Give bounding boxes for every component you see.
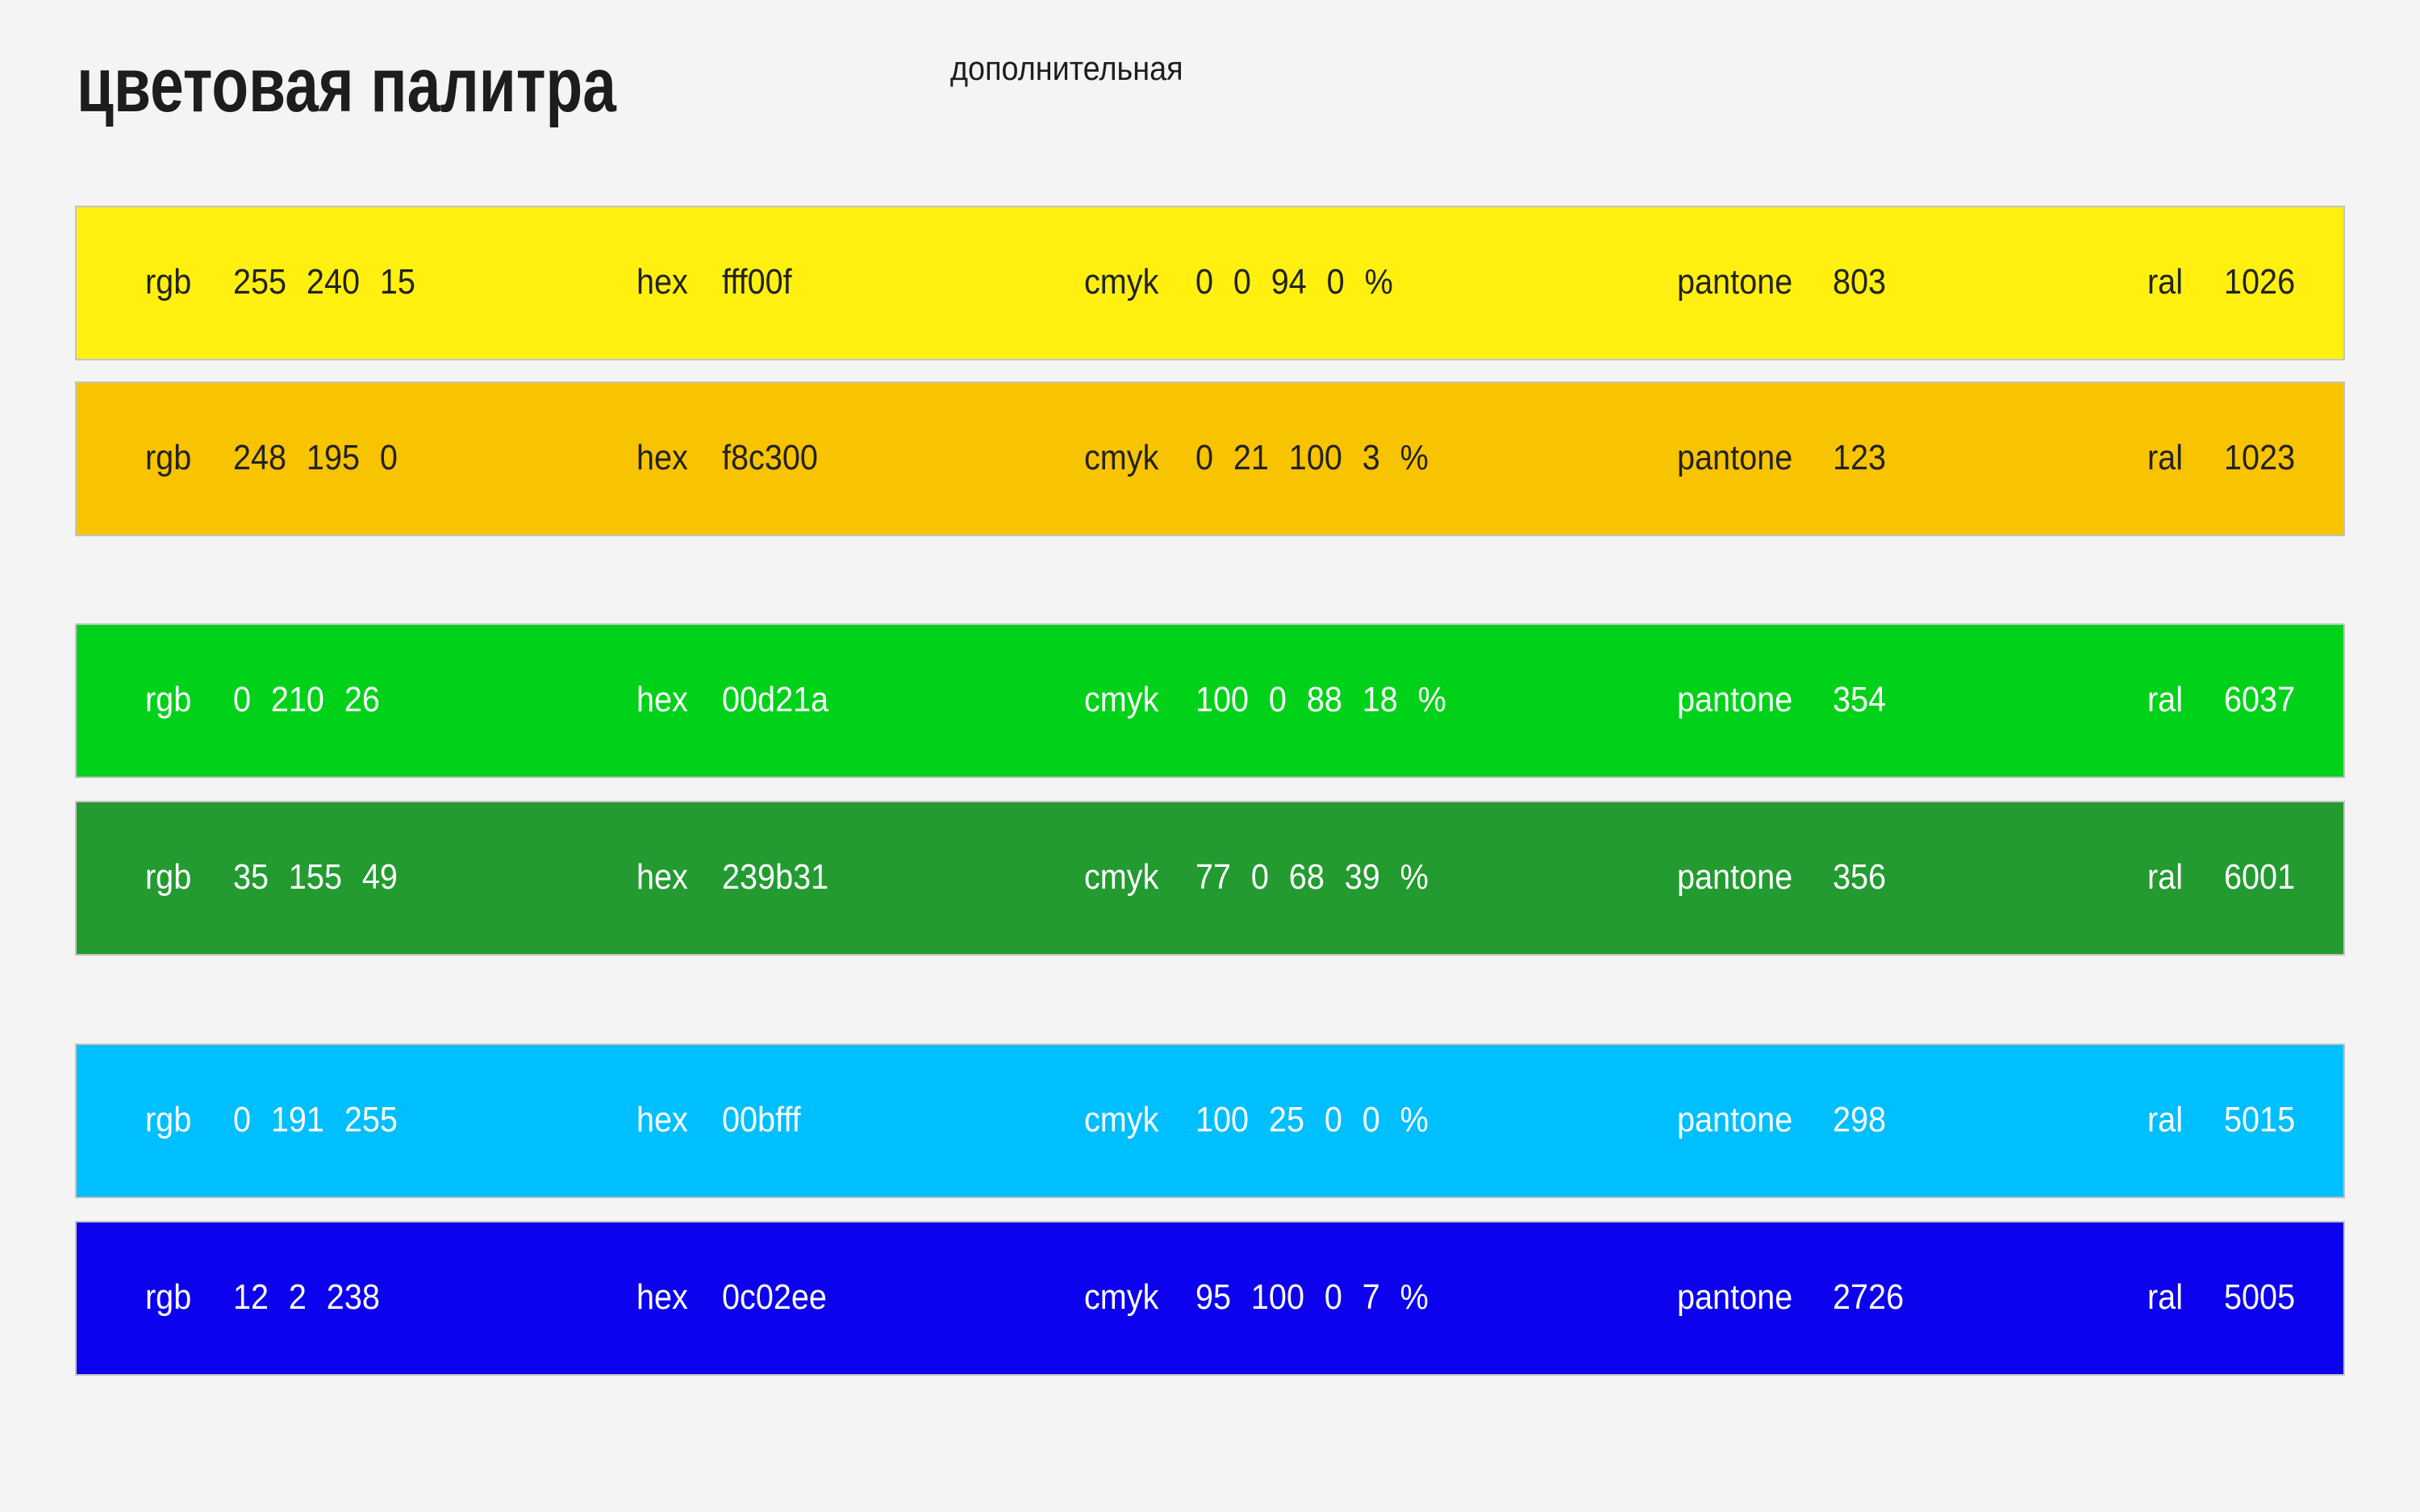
ral-label: ral <box>2147 1100 2184 1140</box>
cmyk-label: cmyk <box>1084 262 1159 302</box>
cmyk-value: 77 0 68 39 % <box>1195 857 1429 898</box>
rgb-label: rgb <box>145 262 192 302</box>
rgb-value: 255 240 15 <box>233 262 415 302</box>
hex-label: hex <box>636 262 688 302</box>
pantone-value: 356 <box>1833 857 1887 898</box>
cmyk-value: 0 0 94 0 % <box>1195 262 1393 302</box>
hex-value: fff00f <box>722 262 792 302</box>
rgb-label: rgb <box>145 857 192 898</box>
rgb-label: rgb <box>145 680 192 720</box>
pantone-label: pantone <box>1677 1100 1793 1140</box>
pantone-value: 123 <box>1833 438 1887 478</box>
pantone-label: pantone <box>1677 262 1793 302</box>
color-swatch-row: rgb 0 191 255 hex 00bfff cmyk 100 25 0 0… <box>75 1043 2345 1198</box>
hex-label: hex <box>636 1277 688 1318</box>
ral-value: 6001 <box>2224 857 2296 898</box>
hex-value: 00d21a <box>722 680 829 720</box>
ral-label: ral <box>2147 1277 2184 1318</box>
color-swatch-row: rgb 35 155 49 hex 239b31 cmyk 77 0 68 39… <box>75 801 2345 956</box>
rgb-value: 12 2 238 <box>233 1277 380 1318</box>
rgb-value: 35 155 49 <box>233 857 398 898</box>
rgb-label: rgb <box>145 1277 192 1318</box>
page-title: цветовая палитра <box>77 42 616 128</box>
color-swatch-row: rgb 248 195 0 hex f8c300 cmyk 0 21 100 3… <box>75 381 2345 536</box>
cmyk-value: 100 0 88 18 % <box>1195 680 1446 720</box>
ral-value: 5015 <box>2224 1100 2296 1140</box>
cmyk-label: cmyk <box>1084 680 1159 720</box>
pantone-value: 2726 <box>1833 1277 1905 1318</box>
ral-value: 1026 <box>2224 262 2296 302</box>
ral-label: ral <box>2147 262 2184 302</box>
pantone-value: 298 <box>1833 1100 1887 1140</box>
pantone-label: pantone <box>1677 1277 1793 1318</box>
rgb-value: 0 210 26 <box>233 680 380 720</box>
hex-value: f8c300 <box>722 438 818 478</box>
hex-value: 00bfff <box>722 1100 801 1140</box>
hex-label: hex <box>636 438 688 478</box>
pantone-label: pantone <box>1677 438 1793 478</box>
ral-value: 5005 <box>2224 1277 2296 1318</box>
ral-label: ral <box>2147 857 2184 898</box>
cmyk-label: cmyk <box>1084 438 1159 478</box>
cmyk-label: cmyk <box>1084 1100 1159 1140</box>
hex-label: hex <box>636 1100 688 1140</box>
hex-value: 239b31 <box>722 857 829 898</box>
ral-label: ral <box>2147 680 2184 720</box>
rgb-label: rgb <box>145 438 192 478</box>
page-subtitle: дополнительная <box>950 49 1183 87</box>
ral-value: 1023 <box>2224 438 2296 478</box>
pantone-value: 354 <box>1833 680 1887 720</box>
color-swatch-row: rgb 0 210 26 hex 00d21a cmyk 100 0 88 18… <box>75 623 2345 778</box>
rgb-label: rgb <box>145 1100 192 1140</box>
hex-label: hex <box>636 857 688 898</box>
hex-value: 0c02ee <box>722 1277 827 1318</box>
ral-value: 6037 <box>2224 680 2296 720</box>
cmyk-label: cmyk <box>1084 1277 1159 1318</box>
rgb-value: 248 195 0 <box>233 438 398 478</box>
pantone-value: 803 <box>1833 262 1887 302</box>
cmyk-value: 95 100 0 7 % <box>1195 1277 1429 1318</box>
color-swatch-row: rgb 12 2 238 hex 0c02ee cmyk 95 100 0 7 … <box>75 1221 2345 1376</box>
cmyk-label: cmyk <box>1084 857 1159 898</box>
color-swatch-row: rgb 255 240 15 hex fff00f cmyk 0 0 94 0 … <box>75 206 2345 360</box>
cmyk-value: 100 25 0 0 % <box>1195 1100 1429 1140</box>
pantone-label: pantone <box>1677 680 1793 720</box>
pantone-label: pantone <box>1677 857 1793 898</box>
rgb-value: 0 191 255 <box>233 1100 398 1140</box>
cmyk-value: 0 21 100 3 % <box>1195 438 1429 478</box>
ral-label: ral <box>2147 438 2184 478</box>
hex-label: hex <box>636 680 688 720</box>
